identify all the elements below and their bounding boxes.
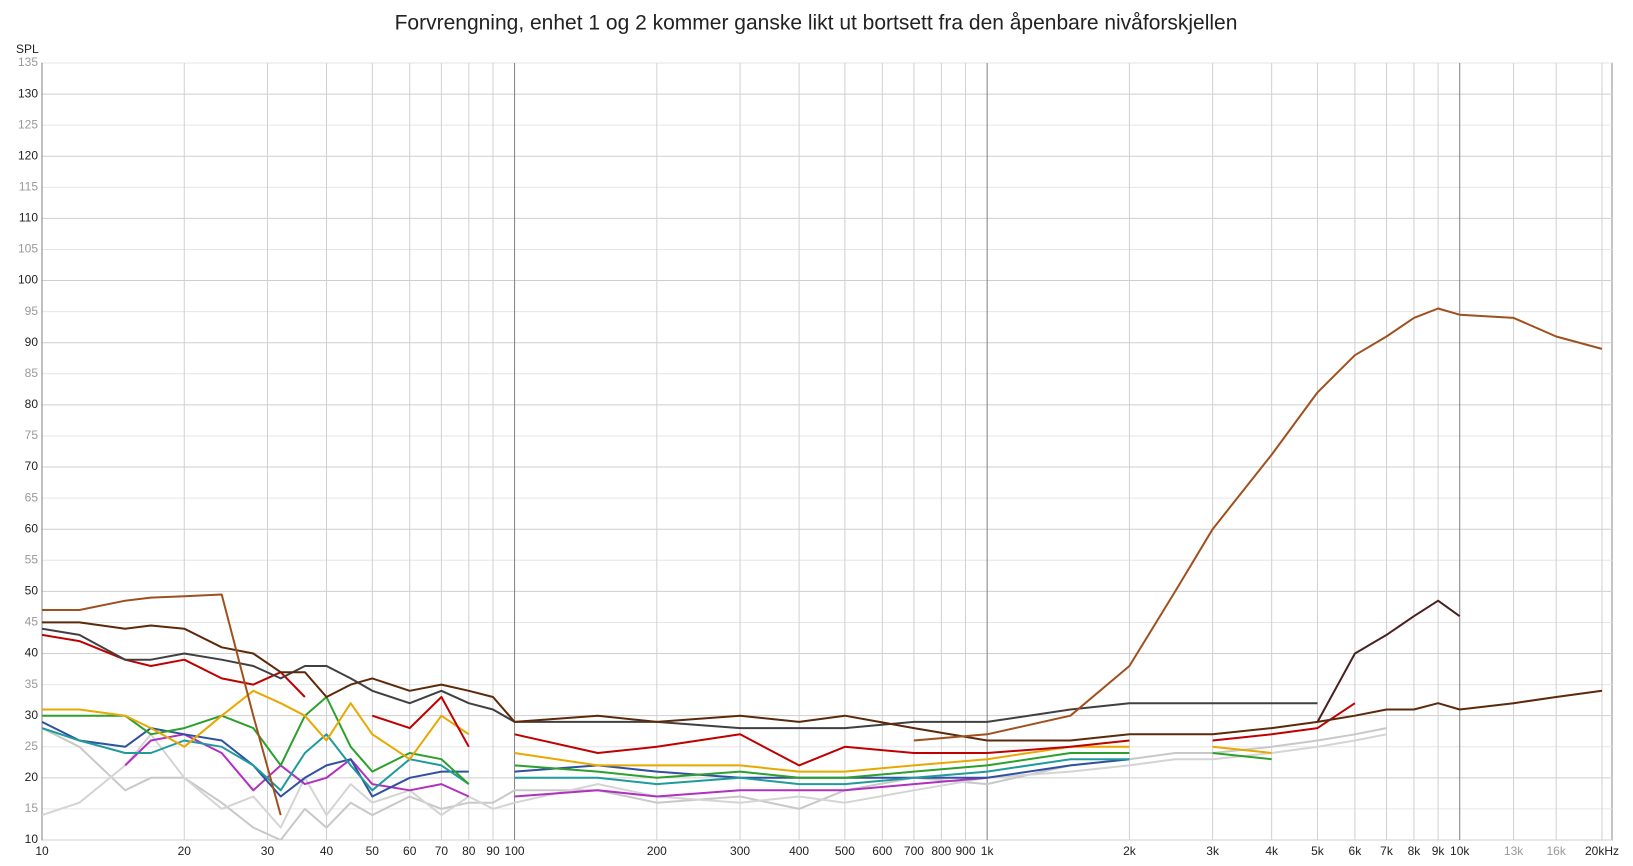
- x-tick-label: 9k: [1432, 844, 1446, 858]
- y-tick-label: 75: [25, 428, 39, 442]
- series-line: [42, 621, 1603, 742]
- x-tick-label: 10: [35, 844, 49, 858]
- y-tick-label: 10: [25, 832, 39, 846]
- x-tick-label: 700: [904, 844, 924, 858]
- y-tick-label: 115: [19, 179, 38, 193]
- y-tick-label: 90: [25, 335, 39, 349]
- series-line: [42, 733, 1387, 829]
- x-tick-label: 3k: [1206, 844, 1220, 858]
- y-tick-label: 85: [25, 366, 39, 380]
- x-tick-label: 5k: [1311, 844, 1325, 858]
- y-tick-label: 125: [18, 117, 38, 131]
- y-tick-label: 15: [25, 801, 39, 815]
- x-tick-label: 500: [835, 844, 855, 858]
- y-tick-label: 110: [19, 211, 38, 225]
- x-tick-label: 10k: [1450, 844, 1470, 858]
- series-line: [42, 633, 1356, 767]
- x-tick-label: 70: [435, 844, 449, 858]
- y-tick-label: 30: [25, 708, 39, 722]
- x-tick-label: 13k: [1504, 844, 1524, 858]
- series-line: [42, 307, 1603, 816]
- x-tick-label: 400: [789, 844, 809, 858]
- y-tick-label: 65: [25, 490, 39, 504]
- plot-area: [41, 62, 1613, 841]
- x-tick-label: 6k: [1349, 844, 1363, 858]
- y-tick-label: 50: [25, 584, 39, 598]
- x-tick-label: 2k: [1123, 844, 1137, 858]
- y-tick-label: 45: [25, 615, 39, 629]
- x-tick-label: 100: [505, 844, 525, 858]
- x-tick-label: 20: [178, 844, 192, 858]
- series-line: [42, 696, 1272, 785]
- y-tick-label: 130: [18, 86, 38, 100]
- y-tick-label: 20: [25, 770, 39, 784]
- x-tick-label: 50: [366, 844, 380, 858]
- chart-title: Forvrengning, enhet 1 og 2 kommer ganske…: [395, 12, 1238, 35]
- series-line: [1316, 599, 1461, 723]
- x-tick-label: 200: [647, 844, 667, 858]
- x-tick-label: 7k: [1380, 844, 1394, 858]
- y-tick-label: 60: [25, 521, 39, 535]
- grid: [41, 62, 1612, 841]
- y-tick-label: 135: [18, 55, 38, 69]
- y-tick-label: 55: [25, 552, 39, 566]
- x-tick-label: 60: [403, 844, 417, 858]
- lines: [42, 307, 1603, 840]
- x-tick-label: 900: [956, 844, 976, 858]
- y-tick-label: 40: [25, 646, 39, 660]
- y-tick-label: 35: [25, 677, 39, 691]
- x-tick-label: 4k: [1265, 844, 1279, 858]
- x-tick-label: 20kHz: [1585, 844, 1619, 858]
- y-tick-label: 80: [25, 397, 39, 411]
- series-line: [42, 689, 1272, 773]
- x-tick-label: 600: [872, 844, 892, 858]
- x-tick-label: 8k: [1408, 844, 1422, 858]
- y-tick-label: 25: [25, 739, 39, 753]
- x-tick-label: 30: [261, 844, 275, 858]
- x-tick-label: 1k: [981, 844, 995, 858]
- y-tick-label: 105: [18, 242, 38, 256]
- x-tick-label: 80: [462, 844, 476, 858]
- y-tick-label: 100: [18, 273, 38, 287]
- y-tick-label: 70: [25, 459, 39, 473]
- x-tick-label: 90: [486, 844, 500, 858]
- x-tick-label: 16k: [1547, 844, 1567, 858]
- y-axis-label: SPL: [16, 42, 39, 56]
- x-tick-label: 300: [730, 844, 750, 858]
- y-tick-label: 120: [18, 148, 38, 162]
- x-tick-label: 800: [931, 844, 951, 858]
- y-tick-label: 95: [25, 304, 39, 318]
- x-tick-label: 40: [320, 844, 334, 858]
